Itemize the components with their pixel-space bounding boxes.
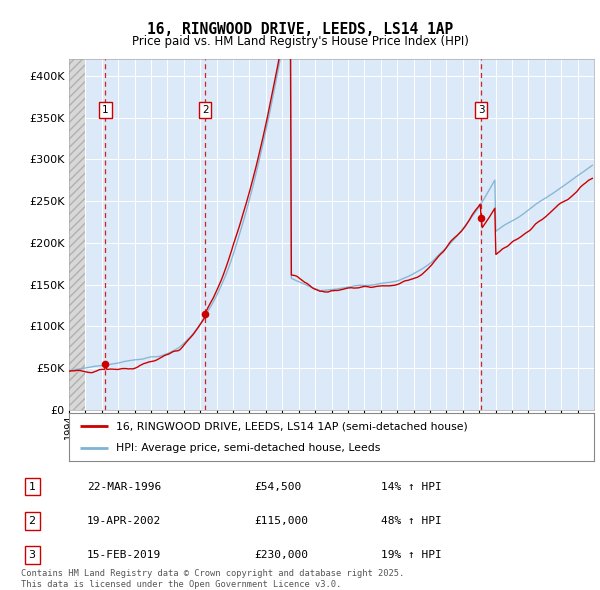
Text: HPI: Average price, semi-detached house, Leeds: HPI: Average price, semi-detached house,… [116,443,380,453]
Text: 3: 3 [29,550,35,560]
Text: 2: 2 [202,105,208,115]
Text: 16, RINGWOOD DRIVE, LEEDS, LS14 1AP: 16, RINGWOOD DRIVE, LEEDS, LS14 1AP [147,22,453,37]
Text: £54,500: £54,500 [254,481,301,491]
Text: 3: 3 [478,105,484,115]
Text: 48% ↑ HPI: 48% ↑ HPI [380,516,442,526]
Text: £115,000: £115,000 [254,516,308,526]
Text: 14% ↑ HPI: 14% ↑ HPI [380,481,442,491]
Text: 1: 1 [29,481,35,491]
Text: 19-APR-2002: 19-APR-2002 [87,516,161,526]
Bar [69,59,85,410]
Text: 1: 1 [102,105,109,115]
Text: Price paid vs. HM Land Registry's House Price Index (HPI): Price paid vs. HM Land Registry's House … [131,35,469,48]
Text: 22-MAR-1996: 22-MAR-1996 [87,481,161,491]
Text: 2: 2 [29,516,36,526]
Text: £230,000: £230,000 [254,550,308,560]
Text: Contains HM Land Registry data © Crown copyright and database right 2025.
This d: Contains HM Land Registry data © Crown c… [21,569,404,589]
Text: 19% ↑ HPI: 19% ↑ HPI [380,550,442,560]
Text: 16, RINGWOOD DRIVE, LEEDS, LS14 1AP (semi-detached house): 16, RINGWOOD DRIVE, LEEDS, LS14 1AP (sem… [116,421,468,431]
Text: 15-FEB-2019: 15-FEB-2019 [87,550,161,560]
